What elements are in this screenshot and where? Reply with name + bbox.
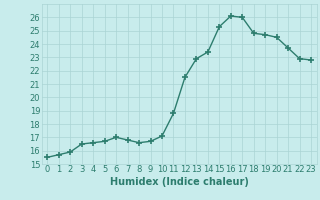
X-axis label: Humidex (Indice chaleur): Humidex (Indice chaleur) (110, 177, 249, 187)
